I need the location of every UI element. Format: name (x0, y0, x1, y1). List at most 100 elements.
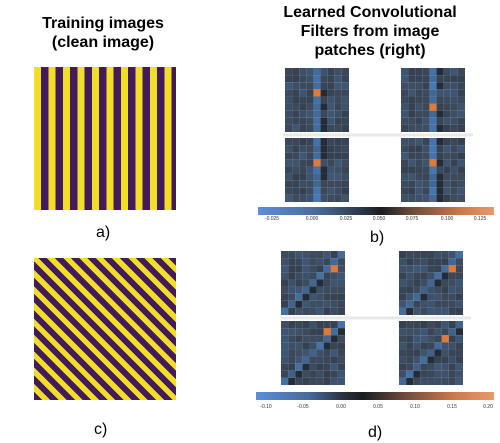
filter-cell (302, 300, 310, 308)
filter-cell (327, 124, 335, 132)
filter-cell (413, 349, 421, 357)
filter-cell (327, 117, 335, 125)
filter-cell (334, 89, 342, 97)
filter-cell (330, 251, 338, 259)
filter-cell (436, 75, 444, 83)
filter-cell (292, 187, 300, 195)
filter-cell (429, 138, 437, 146)
filter-cell (413, 356, 421, 364)
filter-cell (288, 300, 296, 308)
filter-cell (457, 117, 465, 125)
filter-cell (406, 356, 414, 364)
filter-cell-hot (429, 103, 437, 111)
filter-cell (455, 272, 463, 280)
filter-cell (302, 258, 310, 266)
filter-cell (420, 335, 428, 343)
colorbar-b-tick: 0.100 (440, 216, 454, 222)
filter-cell (330, 286, 338, 294)
filter-cell (309, 356, 317, 364)
filter-cell (309, 335, 317, 343)
filter-cell (401, 194, 409, 202)
filter-cell (299, 124, 307, 132)
filter-cell (313, 68, 321, 76)
filter-cell (408, 145, 416, 153)
filter-cell (320, 173, 328, 181)
filter-cell (330, 335, 338, 343)
filter-cell (448, 349, 456, 357)
filter-cell (408, 96, 416, 104)
filter-cell (292, 117, 300, 125)
filter-cell (292, 173, 300, 181)
filter-cell (341, 96, 349, 104)
filter-cell (443, 180, 451, 188)
filter-cell (434, 293, 442, 301)
filter-cell (334, 110, 342, 118)
filter-cell (441, 258, 449, 266)
filter-cell (455, 363, 463, 371)
filter-cell (420, 300, 428, 308)
filter-cell (455, 286, 463, 294)
filter-cell (443, 75, 451, 83)
filter-cell (334, 96, 342, 104)
filter-cell (415, 152, 423, 160)
filter-cell (441, 349, 449, 357)
filter-cell (420, 258, 428, 266)
filter-cell (436, 159, 444, 167)
label-c: c) (94, 421, 108, 438)
filter-cell (285, 89, 293, 97)
filter-cell (323, 356, 331, 364)
colorbar-b-tick: 0.025 (339, 216, 353, 222)
filter-cell (448, 370, 456, 378)
filter-cell (443, 124, 451, 132)
filter-cell (406, 307, 414, 315)
filter-cell (441, 370, 449, 378)
filter-cell (330, 307, 338, 315)
filter-cell (330, 300, 338, 308)
filter-cell (292, 159, 300, 167)
filter-cell (320, 117, 328, 125)
filter-cell (306, 96, 314, 104)
filter-cell (443, 194, 451, 202)
filter-cell (399, 272, 407, 280)
filter-cell (341, 145, 349, 153)
filter-cell (320, 124, 328, 132)
filter-cell (420, 356, 428, 364)
filter-cell (448, 286, 456, 294)
filter-cell (288, 293, 296, 301)
filter-cell (309, 286, 317, 294)
left-title-line2: (clean image) (51, 34, 155, 51)
filter-cell (434, 335, 442, 343)
filter-cell (337, 251, 345, 259)
filter-cell (323, 363, 331, 371)
filter-cell (399, 335, 407, 343)
filter-cell (285, 159, 293, 167)
filter-cell (434, 300, 442, 308)
filter-cell (408, 103, 416, 111)
filter-cell (323, 370, 331, 378)
filter-cell (450, 103, 458, 111)
filter-cell (413, 279, 421, 287)
filter-cell-hot (323, 328, 331, 336)
filter-cell (309, 272, 317, 280)
filter-cell (313, 187, 321, 195)
left-title: Training images (clean image) (18, 14, 188, 52)
filter-cell (302, 356, 310, 364)
filter-cell (434, 251, 442, 259)
filter-cell (457, 159, 465, 167)
filter-cell (408, 68, 416, 76)
filter-cell (320, 194, 328, 202)
filter-cell (323, 300, 331, 308)
filter-cell (408, 166, 416, 174)
filter-cell (427, 286, 435, 294)
filter-cell (306, 89, 314, 97)
filter-cell (443, 187, 451, 195)
filter-cell (341, 187, 349, 195)
filter-cell (422, 173, 430, 181)
filter-cell (316, 279, 324, 287)
filter-cell (429, 82, 437, 90)
filter-cell (434, 328, 442, 336)
filter-cell (295, 265, 303, 273)
filter-cell (413, 265, 421, 273)
label-a: a) (96, 224, 111, 241)
filter-cell (288, 377, 296, 385)
